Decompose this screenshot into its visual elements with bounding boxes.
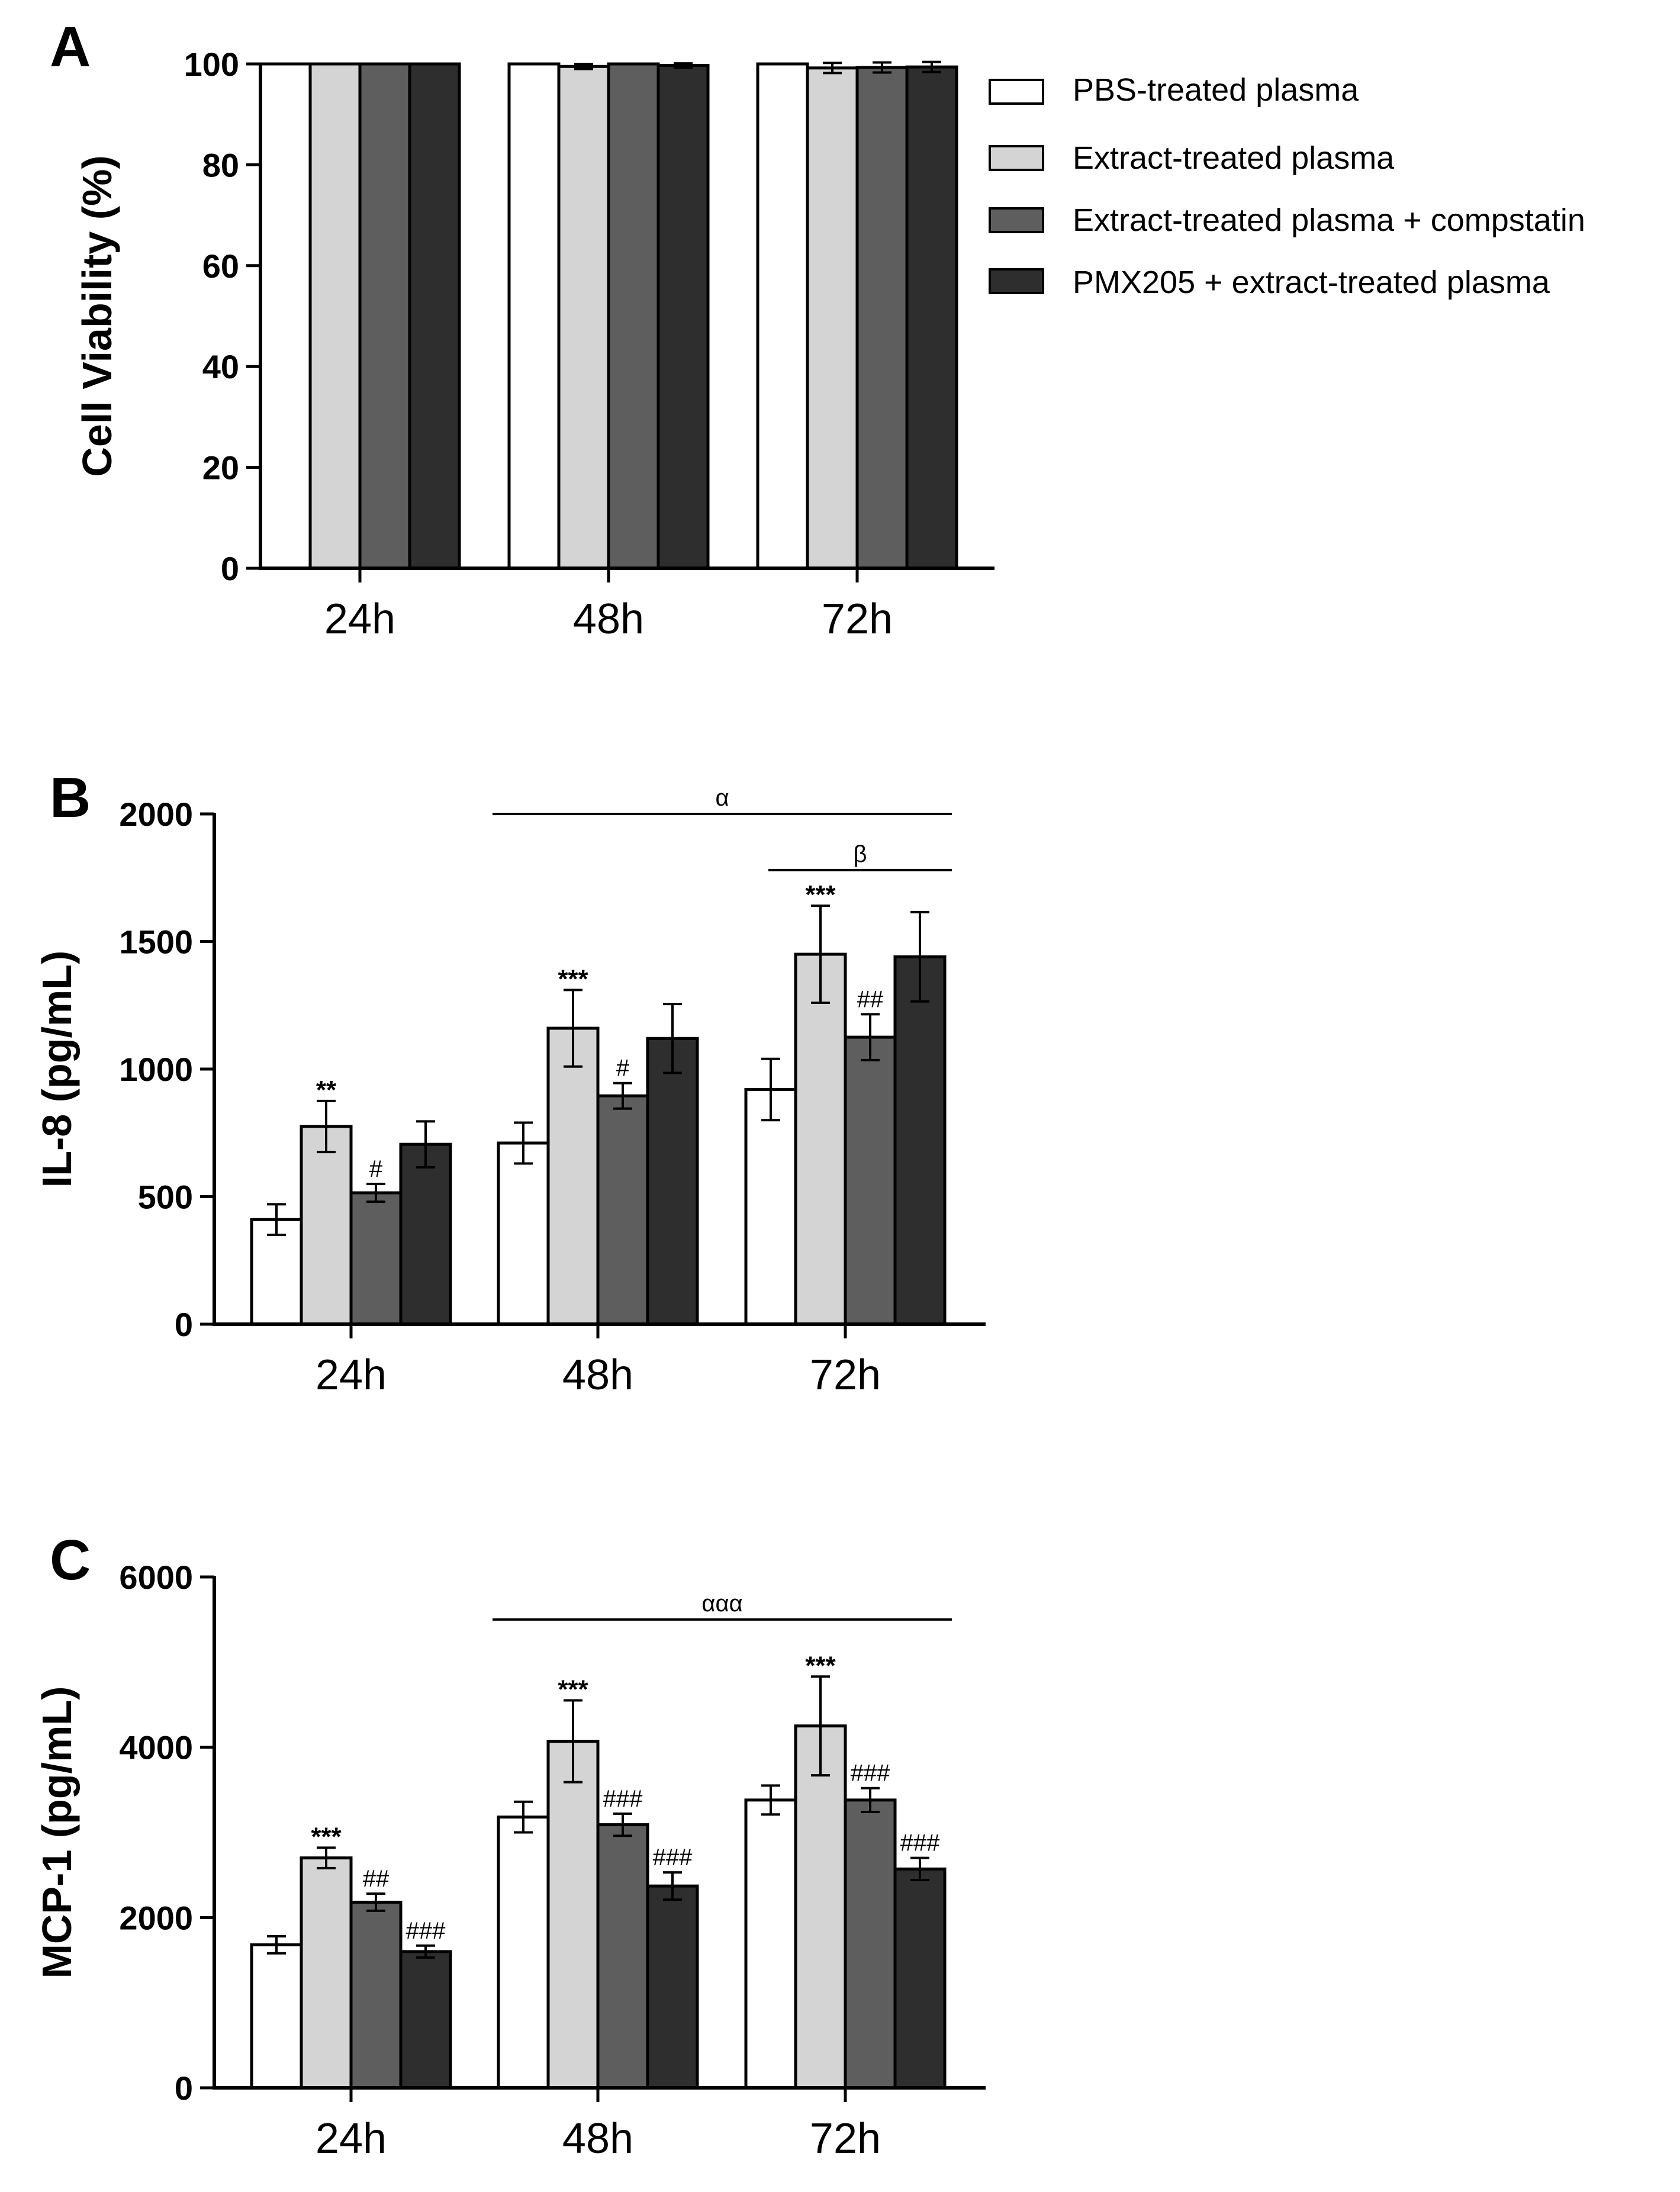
bar-72h-extract-treated-plasma-compstatin: [855, 66, 909, 570]
bar-24h-pmx205-extract-treated-plasma: [399, 1142, 452, 1326]
y-tick-label-4000: 4000: [119, 1729, 193, 1766]
x-tick-label-48h: 48h: [573, 596, 644, 643]
legend-label-extract: Extract-treated plasma: [1073, 140, 1395, 176]
bar-48h-pmx205-extract-treated-plasma: [646, 1884, 699, 2090]
bracket-label-1: β: [853, 841, 867, 867]
panel-letter: A: [50, 15, 91, 79]
bar-72h-pbs-treated-plasma: [756, 62, 809, 570]
bar-72h-extract-treated-plasma: [794, 1724, 847, 2090]
y-tick-label-500: 500: [138, 1179, 193, 1216]
significance-label-24h-extract-treated-plasma: **: [316, 1076, 337, 1105]
bar-48h-pbs-treated-plasma: [507, 62, 561, 570]
legend-swatch-pbs: [989, 79, 1044, 105]
y-tick-label-1000: 1000: [119, 1051, 193, 1088]
bar-24h-pmx205-extract-treated-plasma: [408, 62, 461, 570]
y-tick-label-2000: 2000: [119, 796, 193, 833]
significance-label-72h-extract-treated-plasma: ***: [805, 1651, 836, 1680]
y-tick-label-0: 0: [175, 2069, 193, 2107]
x-tick-label-24h: 24h: [324, 596, 395, 643]
legend: PBS-treated plasma Extract-treated plasm…: [989, 72, 1585, 300]
significance-label-48h-extract-treated-plasma: ***: [558, 964, 588, 993]
significance-label-24h-extract-treated-plasma: ***: [311, 1822, 342, 1851]
bar-72h-pbs-treated-plasma: [744, 1798, 797, 2090]
y-axis-label: IL-8 (pg/mL): [34, 951, 80, 1187]
significance-label-72h-extract-treated-plasma-compstatin: ###: [851, 1760, 890, 1787]
bar-72h-extract-treated-plasma-compstatin: [844, 1798, 897, 2090]
bar-72h-pbs-treated-plasma: [744, 1087, 797, 1326]
x-tick-label-72h: 72h: [810, 1351, 881, 1399]
x-tick-label-24h: 24h: [316, 2115, 387, 2162]
y-tick-label-0: 0: [221, 550, 239, 587]
bar-48h-extract-treated-plasma-compstatin: [607, 62, 660, 570]
bar-72h-extract-treated-plasma: [806, 66, 859, 570]
y-tick-label-100: 100: [184, 46, 239, 83]
y-tick-label-0: 0: [175, 1306, 193, 1343]
significance-label-48h-extract-treated-plasma-compstatin: #: [616, 1055, 630, 1081]
significance-label-48h-pmx205-extract-treated-plasma: ###: [653, 1845, 693, 1871]
bar-48h-extract-treated-plasma-compstatin: [596, 1823, 649, 2090]
significance-label-72h-extract-treated-plasma: ***: [805, 880, 836, 909]
significance-label-24h-extract-treated-plasma-compstatin: ##: [363, 1866, 390, 1892]
bar-48h-pmx205-extract-treated-plasma: [646, 1037, 699, 1326]
bar-24h-extract-treated-plasma-compstatin: [349, 1191, 403, 1326]
significance-label-24h-extract-treated-plasma-compstatin: #: [369, 1156, 383, 1182]
bar-72h-extract-treated-plasma: [794, 952, 847, 1326]
bar-24h-extract-treated-plasma-compstatin: [358, 62, 411, 570]
legend-label-pbs: PBS-treated plasma: [1073, 72, 1359, 108]
y-axis-label: MCP-1 (pg/mL): [34, 1686, 80, 1979]
y-tick-label-80: 80: [202, 146, 239, 184]
legend-swatch-compstatin: [989, 207, 1044, 233]
y-tick-label-20: 20: [202, 449, 239, 487]
y-tick-label-40: 40: [202, 348, 239, 385]
bar-48h-extract-treated-plasma: [546, 1026, 600, 1326]
y-tick-label-6000: 6000: [119, 1559, 193, 1596]
bar-48h-pmx205-extract-treated-plasma: [656, 64, 710, 570]
bar-48h-extract-treated-plasma: [557, 65, 610, 570]
bar-48h-extract-treated-plasma-compstatin: [596, 1094, 649, 1326]
bar-24h-pbs-treated-plasma: [259, 62, 312, 570]
bar-24h-extract-treated-plasma: [308, 62, 362, 570]
significance-label-72h-pmx205-extract-treated-plasma: ###: [900, 1830, 940, 1856]
legend-swatch-pmx205: [989, 268, 1044, 294]
bar-24h-extract-treated-plasma: [300, 1125, 353, 1326]
x-tick-label-48h: 48h: [562, 1351, 633, 1399]
y-tick-label-2000: 2000: [119, 1899, 193, 1936]
bracket-label-0: ααα: [701, 1591, 742, 1617]
bar-48h-extract-treated-plasma: [546, 1740, 600, 2090]
bar-72h-pmx205-extract-treated-plasma: [893, 1867, 947, 2090]
panel-a-cell-viability-chart: A Cell Viability (%) 0 20 40 60 80 100 24h 48h 72h: [50, 15, 995, 643]
x-tick-label-48h: 48h: [562, 2115, 633, 2162]
bar-24h-extract-treated-plasma-compstatin: [349, 1900, 403, 2090]
y-tick-label-60: 60: [202, 247, 239, 285]
legend-swatch-extract: [989, 145, 1044, 171]
legend-label-pmx205: PMX205 + extract-treated plasma: [1073, 265, 1550, 300]
legend-label-compstatin: Extract-treated plasma + compstatin: [1073, 202, 1585, 238]
panel-letter: B: [50, 766, 91, 829]
x-tick-label-24h: 24h: [316, 1351, 387, 1399]
bar-24h-pbs-treated-plasma: [250, 1943, 303, 2090]
significance-label-72h-extract-treated-plasma-compstatin: ##: [857, 986, 884, 1012]
significance-label-48h-extract-treated-plasma-compstatin: ###: [603, 1786, 643, 1812]
significance-label-48h-extract-treated-plasma: ***: [558, 1675, 588, 1704]
panel-b-il8-chart: BIL-8 (pg/mL) ********####050010001500200…: [34, 766, 986, 1399]
bar-48h-pbs-treated-plasma: [497, 1141, 550, 1326]
bar-72h-pmx205-extract-treated-plasma: [893, 955, 947, 1326]
x-tick-label-72h: 72h: [822, 596, 893, 643]
bar-24h-extract-treated-plasma: [300, 1856, 353, 2090]
x-tick-label-72h: 72h: [810, 2115, 881, 2162]
y-axis-label: Cell Viability (%): [74, 155, 120, 477]
bar-24h-pmx205-extract-treated-plasma: [399, 1950, 452, 2090]
y-tick-label-1500: 1500: [119, 923, 193, 961]
bar-72h-pmx205-extract-treated-plasma: [905, 65, 958, 570]
significance-label-24h-pmx205-extract-treated-plasma: ###: [406, 1918, 446, 1944]
panel-letter: C: [50, 1528, 91, 1592]
bar-72h-extract-treated-plasma-compstatin: [844, 1035, 897, 1326]
bar-48h-pbs-treated-plasma: [497, 1816, 550, 2090]
bracket-label-0: α: [715, 785, 729, 811]
